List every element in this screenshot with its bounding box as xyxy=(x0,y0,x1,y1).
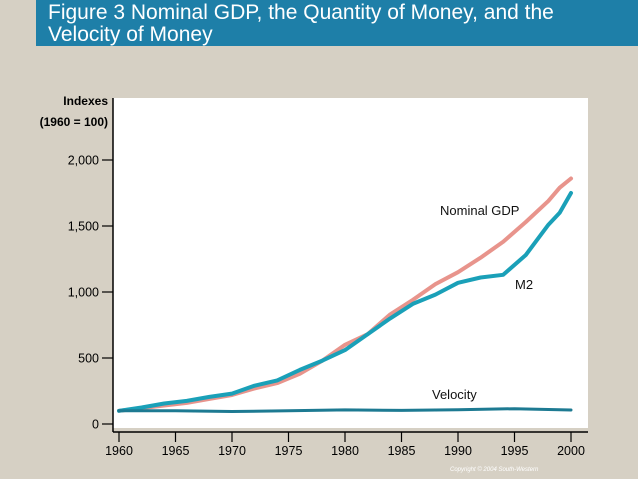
series-line-velocity xyxy=(117,407,573,413)
x-tick-label: 1990 xyxy=(444,444,472,458)
x-tick-label: 1965 xyxy=(162,444,190,458)
y-axis-label-line-2: (1960 = 100) xyxy=(40,115,108,129)
x-tick-label: 1980 xyxy=(331,444,359,458)
y-tick-label: 0 xyxy=(92,418,99,432)
plot-area xyxy=(113,98,588,428)
chart-title: Figure 3 Nominal GDP, the Quantity of Mo… xyxy=(48,1,554,46)
y-axis-label-line-1: Indexes xyxy=(63,94,108,108)
copyright-notice: Copyright © 2004 South-Western xyxy=(450,467,539,473)
series-label-m2: M2 xyxy=(515,277,533,292)
y-tick-label: 1,000 xyxy=(68,286,99,300)
series-lines xyxy=(117,176,573,413)
x-tick-label: 1960 xyxy=(105,444,133,458)
x-tick-label: 1985 xyxy=(388,444,416,458)
x-tick-label: 1995 xyxy=(501,444,529,458)
y-tick-label: 2,000 xyxy=(68,154,99,168)
series-labels: Nominal GDP M2 Velocity xyxy=(432,203,533,402)
x-tick-label: 1975 xyxy=(275,444,303,458)
x-tick-label: 1970 xyxy=(218,444,246,458)
y-axis-label: Indexes (1960 = 100) xyxy=(40,94,109,129)
x-tick-label: 2000 xyxy=(557,444,585,458)
series-label-velocity: Velocity xyxy=(432,387,477,402)
y-tick-label: 1,500 xyxy=(68,220,99,234)
title-bar xyxy=(36,0,638,46)
y-tick-label: 500 xyxy=(78,352,99,366)
axes: 0 500 1,000 1,500 2,000 1960 1965 1970 1975 1980 1… xyxy=(68,98,588,458)
series-line-m2 xyxy=(117,191,573,413)
series-label-nominal-gdp: Nominal GDP xyxy=(440,203,519,218)
